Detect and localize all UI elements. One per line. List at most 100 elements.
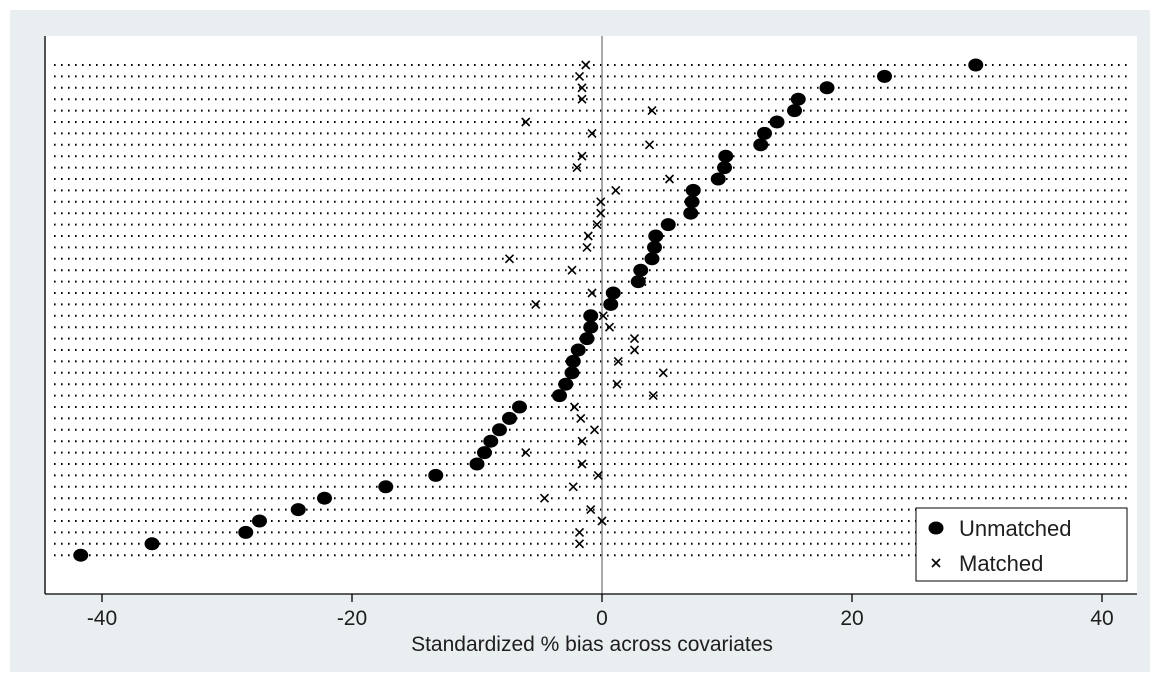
matched-point xyxy=(647,106,657,116)
unmatched-point xyxy=(144,537,160,551)
matched-point xyxy=(504,254,515,264)
unmatched-point xyxy=(558,377,574,391)
unmatched-point xyxy=(630,275,646,289)
legend-matched-label: Matched xyxy=(959,551,1043,576)
matched-point xyxy=(574,71,585,81)
legend-box xyxy=(915,507,1128,582)
unmatched-point xyxy=(968,58,984,72)
unmatched-point xyxy=(877,69,892,83)
x-axis-ticks: -40 -20 0 20 40 xyxy=(87,594,1114,630)
unmatched-point xyxy=(648,229,664,243)
series-unmatched xyxy=(73,58,984,562)
unmatched-point xyxy=(685,183,701,197)
matched-point xyxy=(648,391,658,401)
x-tick-label: -40 xyxy=(87,607,117,630)
unmatched-point xyxy=(603,297,619,311)
matched-point xyxy=(598,311,608,321)
matched-point xyxy=(611,185,621,195)
matched-point xyxy=(582,242,592,252)
unmatched-point xyxy=(564,366,580,380)
matched-point xyxy=(568,482,578,492)
matched-point xyxy=(521,448,531,458)
unmatched-point xyxy=(565,354,581,368)
matched-point xyxy=(581,60,591,70)
unmatched-point xyxy=(579,332,595,346)
matched-point xyxy=(644,140,655,150)
unmatched-point xyxy=(502,411,517,425)
matched-point xyxy=(577,83,587,93)
unmatched-point xyxy=(552,389,567,403)
unmatched-point xyxy=(570,343,586,357)
matched-point xyxy=(613,356,623,366)
unmatched-point xyxy=(378,480,394,494)
unmatched-point xyxy=(790,92,806,106)
unmatched-point xyxy=(769,115,785,129)
matched-point xyxy=(629,334,640,344)
matched-point xyxy=(664,174,675,184)
matched-point xyxy=(592,220,602,230)
matched-point xyxy=(593,470,603,480)
matched-point xyxy=(569,402,580,412)
unmatched-point xyxy=(252,514,267,528)
unmatched-point xyxy=(483,434,499,448)
matched-point xyxy=(612,379,622,389)
matched-point xyxy=(521,117,531,127)
legend-unmatched-marker xyxy=(928,521,944,535)
unmatched-point xyxy=(753,138,769,152)
matched-point xyxy=(577,151,587,161)
unmatched-point xyxy=(710,172,726,186)
unmatched-point xyxy=(290,503,306,517)
unmatched-point xyxy=(683,206,699,220)
unmatched-point xyxy=(647,240,662,254)
legend: Unmatched Matched xyxy=(915,507,1128,582)
matched-point xyxy=(596,208,606,218)
matched-point xyxy=(574,539,585,549)
matched-point xyxy=(567,265,577,275)
unmatched-point xyxy=(819,81,835,95)
matched-point xyxy=(574,527,585,537)
unmatched-point xyxy=(477,446,492,460)
unmatched-point xyxy=(469,457,485,471)
matched-point xyxy=(577,436,587,446)
matched-point xyxy=(589,425,600,435)
x-tick-label: 40 xyxy=(1090,607,1113,630)
unmatched-point xyxy=(717,161,732,175)
matched-point xyxy=(576,413,586,423)
unmatched-point xyxy=(317,491,332,505)
unmatched-point xyxy=(660,218,676,232)
unmatched-point xyxy=(428,468,444,482)
legend-unmatched-label: Unmatched xyxy=(959,516,1072,541)
unmatched-point xyxy=(73,548,89,562)
matched-point xyxy=(583,231,593,241)
matched-point xyxy=(658,368,668,378)
unmatched-point xyxy=(633,263,649,277)
x-tick-label: 0 xyxy=(596,607,608,630)
bias-dot-plot: -40 -20 0 20 40 Standardized % bias across c… xyxy=(44,36,1137,656)
unmatched-point xyxy=(583,320,599,334)
unmatched-point xyxy=(787,104,802,118)
unmatched-point xyxy=(718,149,734,163)
matched-point xyxy=(586,505,596,515)
matched-point xyxy=(577,94,587,104)
matched-point xyxy=(629,345,640,355)
unmatched-point xyxy=(684,195,700,209)
unmatched-point xyxy=(757,126,772,140)
x-tick-label: -20 xyxy=(337,607,367,630)
matched-point xyxy=(587,128,597,138)
chart-frame: -40 -20 0 20 40 Standardized % bias across c… xyxy=(10,10,1150,672)
series-matched xyxy=(504,60,675,549)
matched-point xyxy=(531,299,541,309)
unmatched-point xyxy=(512,400,527,414)
matched-point xyxy=(572,163,582,173)
unmatched-point xyxy=(605,286,621,300)
legend-matched-marker xyxy=(931,558,941,568)
unmatched-point xyxy=(492,423,507,437)
matched-point xyxy=(596,197,606,207)
matched-point xyxy=(604,322,615,332)
matched-point xyxy=(597,516,607,526)
x-tick-label: 20 xyxy=(840,607,863,630)
unmatched-point xyxy=(238,525,254,539)
x-axis-title: Standardized % bias across covariates xyxy=(411,633,773,656)
matched-point xyxy=(577,459,587,469)
unmatched-point xyxy=(644,252,660,266)
